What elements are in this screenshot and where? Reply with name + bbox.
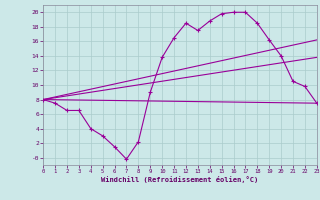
X-axis label: Windchill (Refroidissement éolien,°C): Windchill (Refroidissement éolien,°C) [101,176,259,183]
